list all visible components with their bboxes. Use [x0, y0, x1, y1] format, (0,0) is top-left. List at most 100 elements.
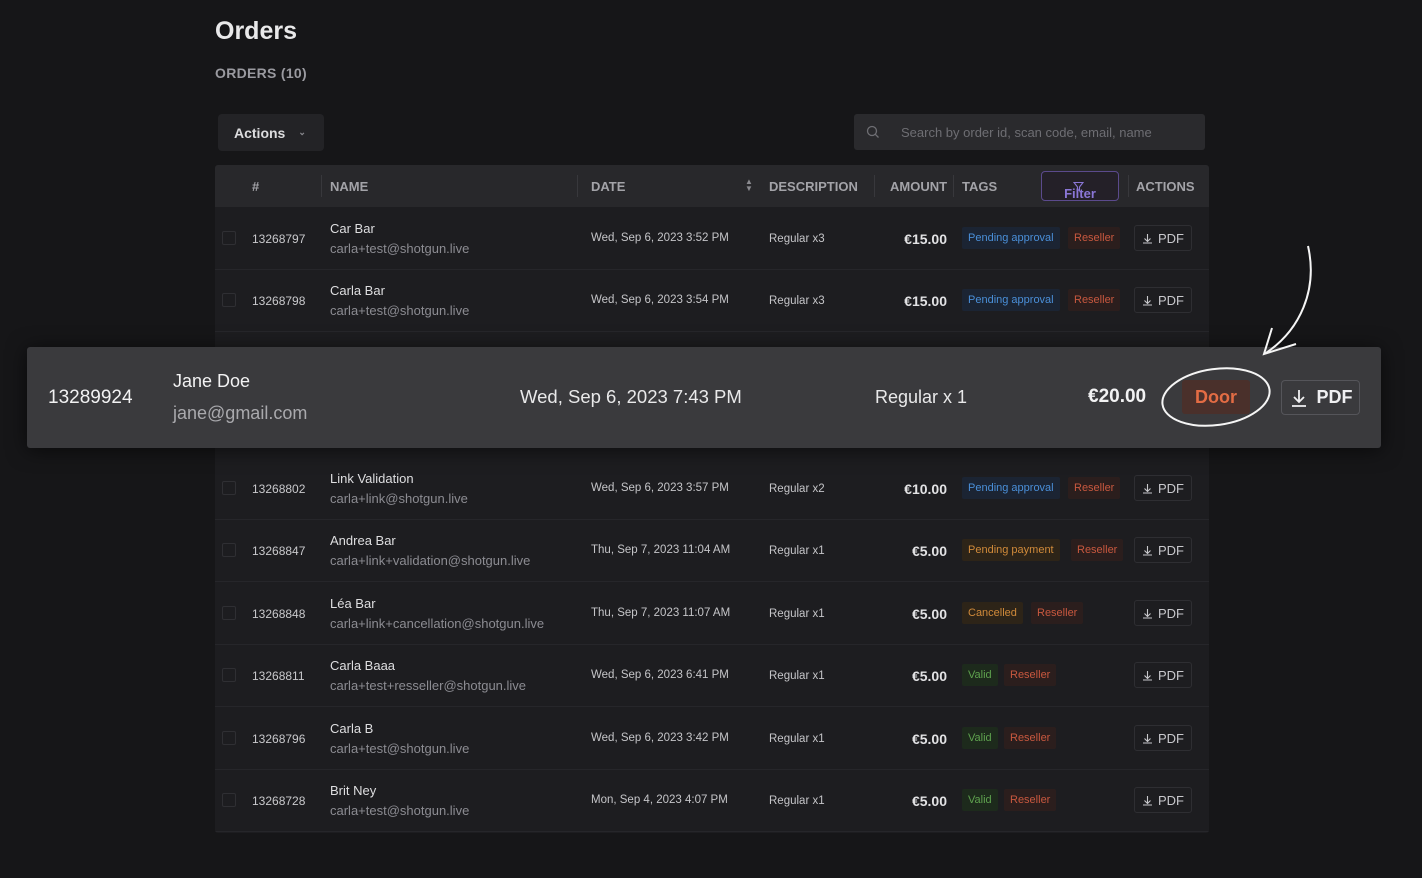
- order-id: 13268798: [252, 294, 306, 308]
- reseller-badge: Reseller: [1004, 727, 1057, 749]
- pdf-download-button[interactable]: PDF: [1281, 380, 1360, 415]
- sort-icon[interactable]: ▲ ▼: [745, 177, 753, 193]
- order-id: 13268796: [252, 732, 306, 746]
- actions-dropdown-button[interactable]: Actions ⌄: [218, 114, 324, 151]
- pdf-label: PDF: [1158, 480, 1184, 496]
- orders-table: # NAME DATE ▲ ▼ DESCRIPTION AMOUNT TAGS F…: [215, 165, 1209, 833]
- chevron-down-icon: ⌄: [298, 127, 306, 137]
- orders-count: ORDERS (10): [215, 65, 307, 81]
- search-icon: [866, 125, 879, 138]
- pdf-label: PDF: [1316, 387, 1353, 407]
- customer-email: jane@gmail.com: [173, 403, 308, 423]
- row-checkbox[interactable]: [222, 606, 236, 620]
- table-row[interactable]: 13268811 Carla Baaa carla+test+resseller@s…: [215, 644, 1209, 707]
- reseller-badge: Reseller: [1071, 539, 1124, 561]
- order-amount: €20.00: [1088, 386, 1147, 407]
- order-date: Wed, Sep 6, 2023 7:43 PM: [520, 386, 742, 407]
- col-amount[interactable]: AMOUNT: [890, 179, 948, 194]
- pdf-label: PDF: [1158, 792, 1184, 808]
- order-amount: €5.00: [911, 606, 947, 622]
- order-description: Regular x1: [769, 795, 825, 807]
- col-date[interactable]: DATE: [591, 179, 626, 194]
- page-title: Orders: [215, 17, 297, 45]
- row-checkbox[interactable]: [222, 231, 236, 245]
- row-checkbox[interactable]: [222, 668, 236, 682]
- row-checkbox[interactable]: [222, 543, 236, 557]
- download-icon: [1143, 295, 1152, 306]
- col-description: DESCRIPTION: [769, 179, 858, 194]
- customer-name: Léa Bar: [330, 596, 376, 611]
- pdf-label: PDF: [1158, 230, 1184, 246]
- customer-email: carla+link+cancellation@shotgun.live: [330, 616, 545, 631]
- table-row[interactable]: 13268728 Brit Ney carla+test@shotgun.live M…: [215, 769, 1209, 832]
- order-amount: €5.00: [911, 793, 947, 809]
- order-description: Regular x1: [769, 670, 825, 682]
- reseller-badge: Reseller: [1004, 789, 1057, 811]
- pdf-download-button[interactable]: PDF: [1134, 787, 1192, 813]
- order-id: 13268797: [252, 232, 306, 246]
- table-row[interactable]: 13268848 Léa Bar carla+link+cancellation@s…: [215, 582, 1209, 645]
- order-date: Wed, Sep 6, 2023 3:54 PM: [591, 294, 729, 306]
- reseller-badge: Reseller: [1031, 602, 1084, 624]
- customer-email: carla+link+validation@shotgun.live: [330, 553, 531, 568]
- pdf-label: PDF: [1158, 730, 1184, 746]
- order-amount: €15.00: [904, 293, 947, 309]
- status-badge: Pending approval: [962, 289, 1060, 311]
- pdf-label: PDF: [1158, 605, 1184, 621]
- customer-email: carla+test@shotgun.live: [330, 741, 470, 756]
- pdf-label: PDF: [1158, 667, 1184, 683]
- order-description: Regular x2: [769, 483, 825, 495]
- order-amount: €5.00: [911, 668, 947, 684]
- reseller-badge: Reseller: [1004, 664, 1057, 686]
- annotation-arrow: [1265, 245, 1312, 354]
- status-badge: Valid: [962, 789, 998, 811]
- col-tags: TAGS: [962, 179, 998, 194]
- pdf-download-button[interactable]: PDF: [1134, 537, 1192, 563]
- table-row[interactable]: 13268796 Carla B carla+test@shotgun.live We…: [215, 707, 1209, 770]
- pdf-download-button[interactable]: PDF: [1134, 225, 1192, 251]
- download-icon: [1143, 483, 1152, 494]
- order-id: 13268848: [252, 607, 306, 621]
- order-date: Wed, Sep 6, 2023 6:41 PM: [591, 669, 729, 681]
- row-checkbox[interactable]: [222, 731, 236, 745]
- actions-label: Actions: [234, 124, 286, 141]
- order-amount: €5.00: [911, 543, 947, 559]
- table-row[interactable]: 13268798 Carla Bar carla+test@shotgun.live…: [215, 269, 1209, 332]
- col-name[interactable]: NAME: [330, 179, 369, 194]
- order-description: Regular x1: [769, 608, 825, 620]
- customer-name: Carla Bar: [330, 283, 385, 298]
- col-number: #: [252, 179, 260, 194]
- table-row[interactable]: 13268847 Andrea Bar carla+link+validation@…: [215, 519, 1209, 582]
- col-actions: ACTIONS: [1136, 179, 1195, 194]
- order-date: Wed, Sep 6, 2023 3:42 PM: [591, 732, 729, 744]
- customer-email: carla+test@shotgun.live: [330, 303, 470, 318]
- highlighted-order-row[interactable]: 13289924 Jane Doe jane@gmail.com Wed, Se…: [27, 347, 1381, 448]
- customer-email: carla+link@shotgun.live: [330, 491, 468, 506]
- customer-name: Link Validation: [330, 471, 414, 486]
- status-badge: Valid: [962, 664, 998, 686]
- pdf-download-button[interactable]: PDF: [1134, 600, 1192, 626]
- row-checkbox[interactable]: [222, 293, 236, 307]
- table-row[interactable]: 13268802 Link Validation carla+link@shotgu…: [215, 457, 1209, 520]
- order-description: Regular x1: [769, 733, 825, 745]
- search-box[interactable]: [854, 114, 1205, 150]
- row-checkbox[interactable]: [222, 481, 236, 495]
- pdf-download-button[interactable]: PDF: [1134, 475, 1192, 501]
- download-icon: [1143, 233, 1152, 244]
- customer-email: carla+test+resseller@shotgun.live: [330, 678, 527, 693]
- order-date: Thu, Sep 7, 2023 11:04 AM: [591, 544, 731, 556]
- status-badge: Valid: [962, 727, 998, 749]
- table-row[interactable]: 13268797 Car Bar carla+test@shotgun.live We…: [215, 207, 1209, 270]
- row-checkbox[interactable]: [222, 793, 236, 807]
- status-badge: Pending payment: [962, 539, 1060, 561]
- search-input[interactable]: [901, 124, 1201, 140]
- reseller-badge: Reseller: [1068, 289, 1121, 311]
- pdf-download-button[interactable]: PDF: [1134, 725, 1192, 751]
- pdf-download-button[interactable]: PDF: [1134, 662, 1192, 688]
- reseller-badge: Reseller: [1068, 227, 1121, 249]
- customer-email: carla+test@shotgun.live: [330, 803, 470, 818]
- filter-button[interactable]: Filter: [1041, 171, 1119, 201]
- pdf-download-button[interactable]: PDF: [1134, 287, 1192, 313]
- download-icon: [1291, 389, 1306, 407]
- order-description: Regular x3: [769, 295, 825, 307]
